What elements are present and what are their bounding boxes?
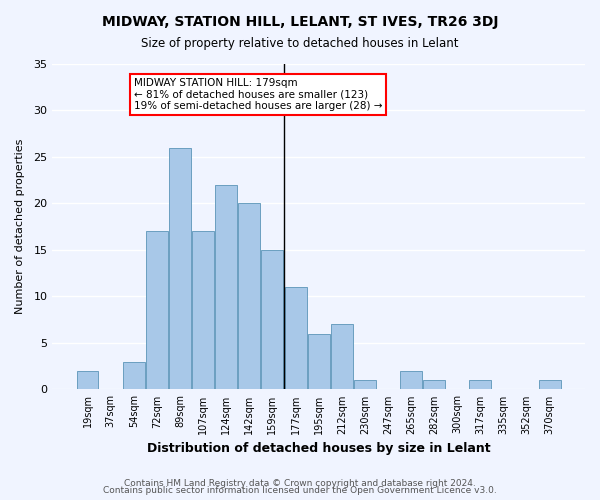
Bar — [354, 380, 376, 390]
Text: MIDWAY STATION HILL: 179sqm
← 81% of detached houses are smaller (123)
19% of se: MIDWAY STATION HILL: 179sqm ← 81% of det… — [134, 78, 382, 111]
Bar — [539, 380, 561, 390]
Bar — [77, 371, 98, 390]
Bar — [146, 232, 168, 390]
X-axis label: Distribution of detached houses by size in Lelant: Distribution of detached houses by size … — [147, 442, 490, 455]
Bar — [123, 362, 145, 390]
Bar — [215, 185, 237, 390]
Text: Size of property relative to detached houses in Lelant: Size of property relative to detached ho… — [141, 38, 459, 51]
Y-axis label: Number of detached properties: Number of detached properties — [15, 139, 25, 314]
Text: Contains HM Land Registry data © Crown copyright and database right 2024.: Contains HM Land Registry data © Crown c… — [124, 478, 476, 488]
Bar — [400, 371, 422, 390]
Text: MIDWAY, STATION HILL, LELANT, ST IVES, TR26 3DJ: MIDWAY, STATION HILL, LELANT, ST IVES, T… — [102, 15, 498, 29]
Bar — [169, 148, 191, 390]
Text: Contains public sector information licensed under the Open Government Licence v3: Contains public sector information licen… — [103, 486, 497, 495]
Bar — [284, 287, 307, 390]
Bar — [238, 204, 260, 390]
Bar — [331, 324, 353, 390]
Bar — [469, 380, 491, 390]
Bar — [192, 232, 214, 390]
Bar — [308, 334, 329, 390]
Bar — [262, 250, 283, 390]
Bar — [423, 380, 445, 390]
